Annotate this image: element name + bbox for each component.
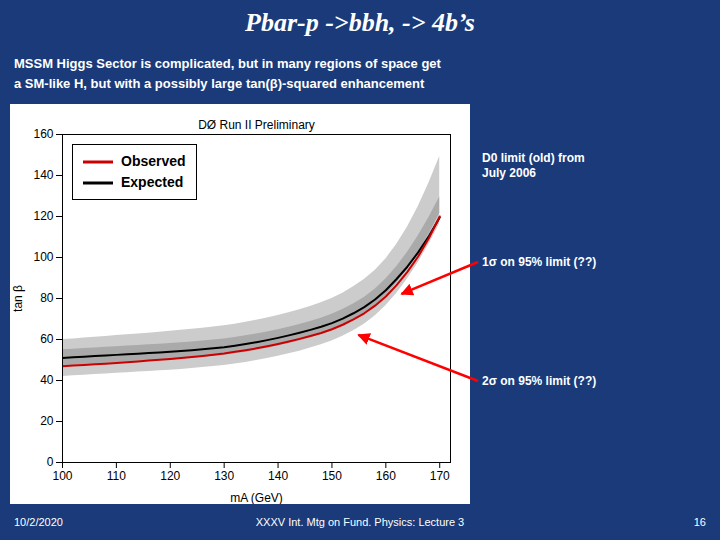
svg-text:20: 20: [40, 414, 54, 428]
html-text:2σ on 95% limit (??): 2σ on 95% limit (??): [482, 373, 597, 388]
html-text:a SM-like H, but with a possib: a SM-like H, but with a possibly large t…: [14, 76, 425, 91]
html-text:MSSM Higgs Sector is complicat: MSSM Higgs Sector is complicated, but in…: [14, 56, 441, 71]
html-text:Observed: Observed: [121, 153, 186, 169]
svg-text:160: 160: [33, 127, 53, 141]
svg-text:120: 120: [160, 469, 180, 483]
svg-text:140: 140: [33, 168, 53, 182]
html-text:Expected: Expected: [121, 174, 184, 190]
svg-text:130: 130: [214, 469, 234, 483]
html-text:1σ on 95% limit (??): 1σ on 95% limit (??): [482, 254, 597, 269]
html-text:D0 limit (old) from July 2006: D0 limit (old) from July 2006: [482, 151, 585, 180]
svg-text:tan β: tan β: [11, 285, 25, 312]
svg-text:100: 100: [33, 250, 53, 264]
svg-text:60: 60: [40, 332, 54, 346]
svg-text:80: 80: [40, 291, 54, 305]
svg-text:110: 110: [107, 469, 126, 483]
svg-text:160: 160: [376, 469, 396, 483]
svg-text:140: 140: [268, 469, 288, 483]
html-text:Pbar-p ->bbh, -> 4b’s: Pbar-p ->bbh, -> 4b’s: [245, 8, 475, 37]
svg-text:40: 40: [40, 373, 54, 387]
html-text:XXXV Int. Mtg on Fund. Physics: XXXV Int. Mtg on Fund. Physics: Lecture …: [255, 516, 465, 528]
svg-text:mA (GeV): mA (GeV): [230, 491, 283, 505]
html-text:10/2/2020: 10/2/2020: [14, 516, 63, 528]
svg-text:100: 100: [52, 469, 72, 483]
svg-text:150: 150: [322, 469, 342, 483]
svg-text:170: 170: [430, 469, 450, 483]
svg-text:0: 0: [47, 455, 54, 469]
svg-text:DØ Run II Preliminary: DØ Run II Preliminary: [198, 118, 315, 132]
html-text:16: 16: [693, 516, 706, 528]
svg-text:120: 120: [33, 209, 53, 223]
